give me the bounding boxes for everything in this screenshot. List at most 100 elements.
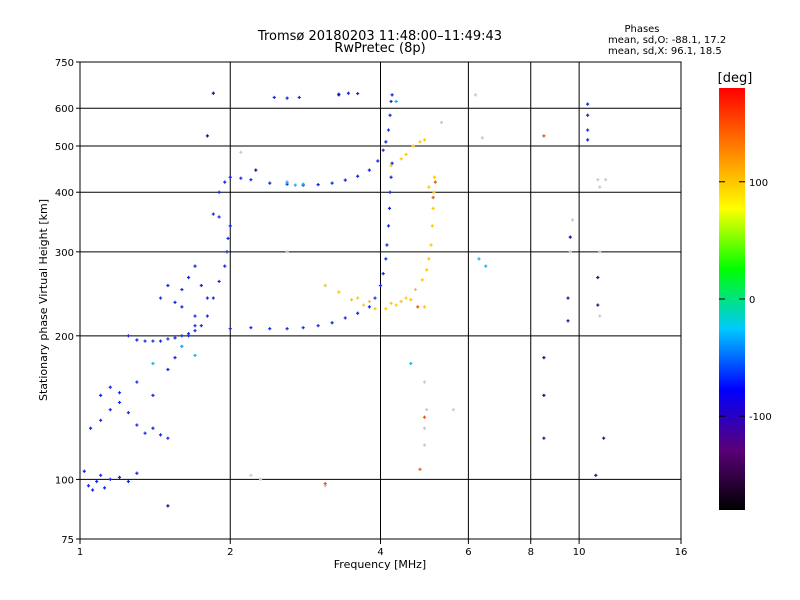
data-point [180, 305, 184, 309]
data-point [108, 385, 112, 389]
data-point [151, 426, 155, 430]
data-point [205, 296, 210, 300]
data-point [99, 418, 103, 422]
colorbar-ticks: 100 0 -100 [719, 178, 772, 423]
data-point [404, 296, 408, 300]
data-point [427, 185, 431, 189]
data-point [422, 443, 427, 447]
data-point [430, 224, 434, 228]
y-tick-label: 300 [55, 248, 74, 259]
data-point [186, 275, 191, 280]
data-point [151, 393, 155, 398]
data-point [542, 356, 546, 360]
data-point [199, 283, 203, 288]
x-tick-label: 10 [573, 547, 586, 558]
data-point [186, 332, 191, 336]
data-point [480, 136, 484, 140]
y-axis: 75 100 200 300 400 500 600 750 [55, 58, 80, 546]
grid-lines [80, 62, 681, 539]
data-point [173, 300, 177, 305]
data-point [211, 296, 215, 300]
data-point [91, 488, 95, 492]
data-point [272, 95, 276, 100]
colorbar-label: [deg] [718, 71, 753, 86]
data-point [384, 257, 388, 261]
stats-line-o: mean, sd,O: -88.1, 17.2 [608, 35, 726, 46]
y-axis-label: Stationary phase Virtual Height [km] [37, 199, 50, 401]
data-point [432, 190, 436, 194]
data-point [373, 296, 377, 300]
data-point [431, 206, 435, 210]
data-point [223, 180, 227, 184]
data-point [143, 339, 147, 343]
data-point [433, 180, 437, 184]
x-tick-label: 1 [77, 547, 83, 558]
y-tick-label: 400 [55, 188, 74, 199]
data-point [108, 408, 112, 412]
data-point [367, 299, 371, 304]
data-point [316, 324, 320, 328]
data-point [411, 144, 415, 148]
data-point [385, 243, 389, 247]
x-tick-label: 4 [377, 547, 383, 558]
data-point [301, 326, 305, 330]
data-point [422, 138, 427, 142]
data-point [389, 99, 393, 104]
data-point [330, 181, 334, 185]
data-point [117, 475, 122, 479]
data-point [427, 257, 431, 261]
data-point [389, 175, 393, 179]
data-point [225, 250, 229, 254]
data-point [568, 235, 572, 239]
data-point [373, 307, 377, 311]
data-point [399, 157, 403, 161]
stats-heading: Phases [624, 24, 659, 35]
data-point [422, 380, 427, 384]
data-point [586, 113, 590, 117]
data-point [378, 283, 383, 288]
data-point [418, 467, 422, 471]
data-point [381, 272, 385, 276]
stats-line-x: mean, sd,X: 96.1, 18.5 [608, 46, 722, 57]
data-point [389, 301, 393, 305]
data-point [217, 279, 221, 284]
data-point [226, 236, 230, 241]
data-point [425, 268, 429, 272]
data-point [343, 316, 347, 320]
data-point [432, 175, 437, 179]
data-point [86, 484, 91, 488]
data-point [598, 250, 602, 254]
x-tick-label: 16 [675, 547, 688, 558]
data-point [451, 408, 456, 412]
data-point [356, 311, 360, 315]
data-point [228, 327, 232, 331]
data-point [384, 307, 388, 311]
data-point [126, 411, 130, 415]
data-point [473, 93, 478, 97]
data-point [254, 168, 258, 172]
data-point [356, 91, 360, 96]
data-point [387, 206, 392, 210]
data-point [586, 128, 590, 132]
data-point [422, 305, 427, 309]
data-point [217, 215, 221, 219]
data-point [346, 91, 351, 95]
data-point [431, 195, 435, 200]
data-point [228, 224, 232, 228]
data-point [568, 250, 572, 254]
data-point [173, 356, 177, 360]
colorbar-tick-label: 0 [749, 295, 755, 306]
data-point [166, 337, 170, 341]
data-point [285, 327, 289, 331]
data-point [199, 324, 203, 328]
data-point [323, 283, 327, 288]
data-point [166, 283, 170, 288]
data-point [126, 334, 130, 338]
data-point [388, 113, 392, 117]
data-point [586, 102, 590, 106]
y-tick-label: 500 [55, 142, 74, 153]
data-point [425, 408, 429, 412]
data-point [297, 95, 301, 100]
data-point [193, 264, 197, 268]
data-point [211, 212, 215, 216]
